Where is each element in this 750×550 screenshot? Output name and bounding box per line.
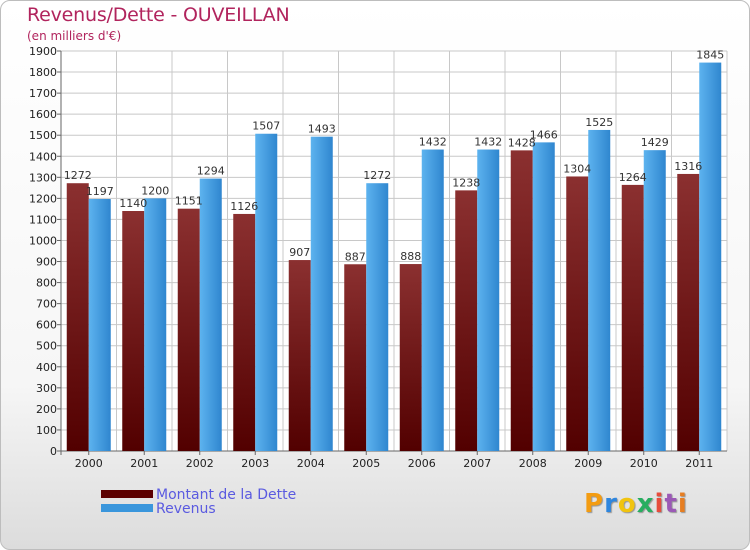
bar-revenus bbox=[255, 133, 278, 451]
legend-swatch-dette bbox=[101, 490, 153, 498]
data-label-dette: 1238 bbox=[452, 176, 480, 189]
data-label-dette: 907 bbox=[289, 246, 310, 259]
bar-revenus bbox=[310, 136, 333, 451]
bar-dette bbox=[566, 176, 589, 451]
bar-dette bbox=[399, 264, 422, 451]
chart-subtitle: (en milliers d'€) bbox=[27, 29, 122, 43]
y-tick-label: 300 bbox=[36, 382, 57, 395]
data-label-revenus: 1197 bbox=[86, 185, 114, 198]
x-tick-label: 2006 bbox=[408, 457, 436, 470]
data-label-revenus: 1200 bbox=[141, 184, 169, 197]
bar-dette bbox=[233, 213, 256, 451]
legend-swatch-revenus bbox=[101, 504, 153, 512]
y-tick-label: 0 bbox=[50, 445, 57, 458]
logo-letter: i bbox=[654, 489, 665, 519]
x-tick-label: 2010 bbox=[630, 457, 658, 470]
y-tick-label: 1900 bbox=[29, 45, 57, 58]
bar-dette bbox=[177, 208, 200, 451]
y-tick-label: 1600 bbox=[29, 108, 57, 121]
x-tick-label: 2008 bbox=[519, 457, 547, 470]
data-label-revenus: 1429 bbox=[641, 136, 669, 149]
y-tick-label: 1500 bbox=[29, 129, 57, 142]
bar-revenus bbox=[477, 149, 500, 452]
y-tick-label: 400 bbox=[36, 361, 57, 374]
x-tick-label: 2007 bbox=[463, 457, 491, 470]
data-label-revenus: 1432 bbox=[419, 136, 447, 149]
bar-dette bbox=[677, 173, 700, 451]
bar-dette bbox=[66, 183, 89, 452]
bar-revenus bbox=[144, 198, 167, 451]
x-tick-label: 2011 bbox=[685, 457, 713, 470]
logo-letter: x bbox=[636, 489, 655, 519]
data-label-dette: 888 bbox=[400, 250, 421, 263]
y-tick-label: 1400 bbox=[29, 150, 57, 163]
logo-letter: t bbox=[664, 489, 678, 519]
data-label-revenus: 1493 bbox=[308, 123, 336, 136]
bar-revenus bbox=[366, 183, 389, 452]
bar-dette bbox=[122, 211, 145, 451]
bar-dette bbox=[621, 184, 644, 452]
logo-letter: P bbox=[584, 489, 605, 519]
bar-revenus bbox=[421, 149, 444, 452]
data-label-dette: 1151 bbox=[175, 195, 203, 208]
data-label-dette: 1126 bbox=[230, 200, 258, 213]
x-tick-label: 2002 bbox=[186, 457, 214, 470]
x-tick-label: 2009 bbox=[574, 457, 602, 470]
x-tick-label: 2001 bbox=[130, 457, 158, 470]
data-label-dette: 1316 bbox=[674, 160, 702, 173]
bar-revenus bbox=[699, 62, 722, 451]
chart-title: Revenus/Dette - OUVEILLAN bbox=[27, 4, 290, 26]
data-label-revenus: 1507 bbox=[252, 120, 280, 133]
data-label-revenus: 1466 bbox=[530, 128, 558, 141]
bar-revenus bbox=[643, 150, 666, 451]
bar-dette bbox=[455, 190, 478, 452]
logo-letter: i bbox=[677, 489, 688, 519]
data-label-dette: 1264 bbox=[619, 171, 647, 184]
y-tick-label: 200 bbox=[36, 403, 57, 416]
data-label-revenus: 1525 bbox=[585, 116, 613, 129]
x-tick-label: 2004 bbox=[297, 457, 325, 470]
proxiti-logo: Proxiti bbox=[584, 489, 688, 519]
y-tick-label: 1700 bbox=[29, 87, 57, 100]
legend-label-dette: Montant de la Dette bbox=[156, 487, 297, 503]
y-tick-label: 600 bbox=[36, 319, 57, 332]
legend-label-revenus: Revenus bbox=[156, 501, 216, 517]
y-tick-label: 700 bbox=[36, 298, 57, 311]
data-label-dette: 1272 bbox=[64, 169, 92, 182]
bar-revenus bbox=[588, 129, 611, 451]
data-label-dette: 887 bbox=[345, 250, 366, 263]
y-tick-label: 500 bbox=[36, 340, 57, 353]
y-tick-label: 100 bbox=[36, 424, 57, 437]
data-label-revenus: 1294 bbox=[197, 165, 225, 178]
data-label-dette: 1428 bbox=[508, 136, 536, 149]
y-tick-label: 900 bbox=[36, 256, 57, 269]
y-tick-label: 1000 bbox=[29, 234, 57, 247]
bar-revenus bbox=[88, 199, 111, 451]
data-label-revenus: 1845 bbox=[696, 49, 724, 62]
logo-letter: r bbox=[604, 489, 618, 519]
bar-dette bbox=[288, 260, 311, 451]
bar-revenus bbox=[199, 178, 222, 451]
bar-dette bbox=[510, 150, 533, 452]
x-tick-label: 2003 bbox=[241, 457, 269, 470]
data-label-revenus: 1272 bbox=[363, 169, 391, 182]
x-tick-label: 2005 bbox=[352, 457, 380, 470]
data-label-dette: 1304 bbox=[563, 162, 591, 175]
x-tick-label: 2000 bbox=[75, 457, 103, 470]
y-tick-label: 800 bbox=[36, 277, 57, 290]
data-label-revenus: 1432 bbox=[474, 136, 502, 149]
bar-revenus bbox=[532, 142, 555, 452]
y-tick-label: 1100 bbox=[29, 213, 57, 226]
logo-letter: o bbox=[617, 489, 637, 519]
y-tick-label: 1800 bbox=[29, 66, 57, 79]
data-label-dette: 1140 bbox=[119, 197, 147, 210]
bar-dette bbox=[344, 264, 367, 451]
y-tick-label: 1300 bbox=[29, 171, 57, 184]
y-tick-label: 1200 bbox=[29, 192, 57, 205]
